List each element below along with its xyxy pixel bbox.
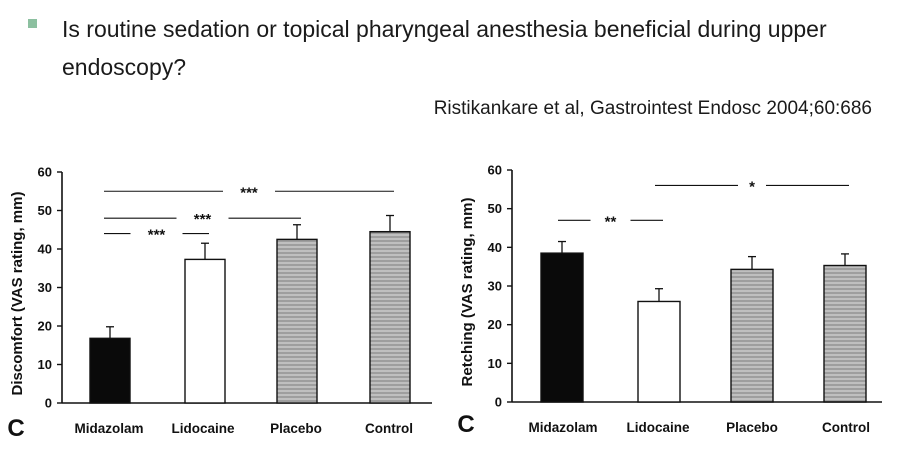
y-tick-label: 0 <box>495 395 502 410</box>
y-tick-label: 50 <box>38 203 52 218</box>
category-label: Lidocaine <box>626 420 690 435</box>
y-tick-label: 20 <box>38 319 52 334</box>
y-tick-label: 50 <box>488 201 502 216</box>
panel-letter: C <box>457 411 474 438</box>
bar-placebo <box>730 268 774 403</box>
y-tick-label: 0 <box>45 396 52 411</box>
y-tick-label: 40 <box>38 242 52 257</box>
bar-control <box>823 264 867 403</box>
significance-label: *** <box>148 227 166 244</box>
bar-midazolam <box>89 337 131 404</box>
category-label: Control <box>822 420 870 435</box>
slide-citation: Ristikankare et al, Gastrointest Endosc … <box>433 98 872 119</box>
bar-midazolam <box>540 252 584 403</box>
y-tick-label: 60 <box>38 165 52 180</box>
y-tick-label: 60 <box>488 163 502 178</box>
y-tick-label: 30 <box>488 279 502 294</box>
y-tick-label: 40 <box>488 240 502 255</box>
y-axis-title: Discomfort (VAS rating, mm) <box>9 192 26 396</box>
significance-label: * <box>749 178 755 195</box>
chart-2: 0 10 20 30 40 50 60 Retching (VAS rating, mm) C M… <box>457 163 882 438</box>
category-label: Control <box>365 421 413 436</box>
category-label: Placebo <box>726 420 778 435</box>
bar-placebo <box>276 238 318 404</box>
y-tick-label: 30 <box>38 280 52 295</box>
category-label: Midazolam <box>74 421 143 436</box>
y-tick-label: 10 <box>488 356 502 371</box>
bar-lidocaine <box>184 258 226 404</box>
significance-label: *** <box>240 184 258 201</box>
category-label: Midazolam <box>528 420 597 435</box>
bullet-square-icon <box>28 19 37 28</box>
slide-question: Is routine sedation or topical pharyngea… <box>62 16 827 80</box>
y-tick-label: 20 <box>488 317 502 332</box>
y-tick-label: 10 <box>38 357 52 372</box>
category-label: Lidocaine <box>171 421 235 436</box>
panel-letter: C <box>7 415 24 442</box>
significance-label: ** <box>605 213 617 230</box>
bar-control <box>369 230 411 404</box>
category-label: Placebo <box>270 421 322 436</box>
bar-lidocaine <box>637 300 681 403</box>
chart-1: 0 10 20 30 40 50 60 Discomfort (VAS rating, mm)… <box>7 165 432 442</box>
y-axis-title: Retching (VAS rating, mm) <box>459 198 476 387</box>
significance-label: *** <box>194 211 212 228</box>
